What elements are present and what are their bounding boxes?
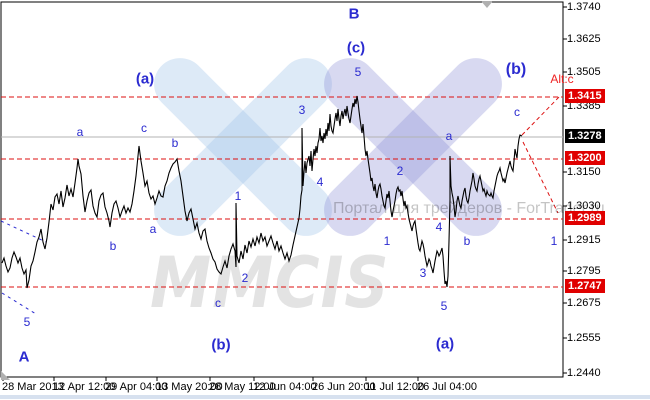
wave-label-(b): (b) [211,336,231,354]
plot-border [0,1,564,378]
wave-label-1: 1 [383,234,391,248]
x-axis-label: 28 May 12:00 [209,381,276,393]
alt-scenario-label: Alt:c [550,72,574,86]
x-axis-label: 26 Jul 04:00 [417,381,477,393]
wave-label-a: a [149,222,157,236]
y-axis-label: 1.2915 [567,234,601,246]
wave-label-1: 1 [550,234,558,248]
wave-label-(a): (a) [435,335,455,353]
x-axis-label: 12 Jun 04:00 [253,381,317,393]
wave-label-1: 1 [234,189,242,203]
wave-label-5: 5 [354,65,362,79]
y-axis-label: 1.3505 [567,66,601,78]
wave-label-B: B [348,5,360,23]
x-axis-label: 11 Jul 12:00 [365,381,425,393]
wave-label-4: 4 [435,220,443,234]
y-axis-label: 1.2675 [567,297,601,309]
x-axis-label: 13 May 20:00 [156,381,223,393]
x-axis-label: 12 Apr 12:00 [53,381,116,393]
wave-label-c: c [514,105,520,119]
wave-label-4: 4 [316,175,324,189]
y-axis-label: 1.3385 [567,100,601,112]
red-dashed-projection [521,95,561,136]
y-axis-label: 1.2555 [567,332,601,344]
x-axis-label: 29 Apr 04:00 [105,381,168,393]
y-axis-label: 1.2440 [567,367,601,379]
mmcis-text-watermark: MMCIS [150,242,390,324]
wave-label-5: 5 [23,315,31,329]
wave-label-(a): (a) [135,70,155,88]
bottom-strip [0,395,650,399]
fortrader-watermark-text: Портал для трейдеров - ForTrader.ru [333,200,605,217]
wave-label-3: 3 [419,266,427,280]
top-marker-triangle [481,1,493,8]
wave-label-5: 5 [440,299,448,313]
y-axis-label: 1.3030 [567,200,601,212]
wave-label-A: A [18,348,30,366]
level-price-label: 1.3415 [565,89,605,103]
red-dashed-projection [522,141,559,214]
current-price-label: 1.3278 [565,129,605,143]
wave-label-c: c [215,296,221,310]
wave-label-(c): (c) [346,39,366,57]
level-price-label: 1.2989 [565,211,605,225]
x-axis-label: 28 Mar 2013 [2,381,64,393]
level-price-label: 1.3200 [565,151,605,165]
y-axis-label: 1.3740 [567,1,601,13]
wave-label-c: c [141,121,147,135]
y-axis-label: 1.3150 [567,166,601,178]
wave-label-a: a [76,125,84,139]
wave-label-2: 2 [396,164,404,178]
blue-dashed-trendline [1,292,37,315]
wave-label-b: b [171,136,179,150]
y-axis-label: 1.3625 [567,33,601,45]
wave-label-3: 3 [298,103,306,117]
y-axis-label: 1.2795 [567,265,601,277]
wave-label-(b): (b) [505,61,527,78]
x-axis-label: 26 Jun 20:00 [312,381,376,393]
level-price-label: 1.2747 [565,279,605,293]
blue-dashed-trendline [0,220,47,243]
wave-label-b: b [463,234,471,248]
wave-label-a: a [445,129,453,143]
corner-triangle [1,371,10,380]
wave-label-2: 2 [241,271,249,285]
price-line [1,95,523,289]
wave-label-b: b [109,239,117,253]
